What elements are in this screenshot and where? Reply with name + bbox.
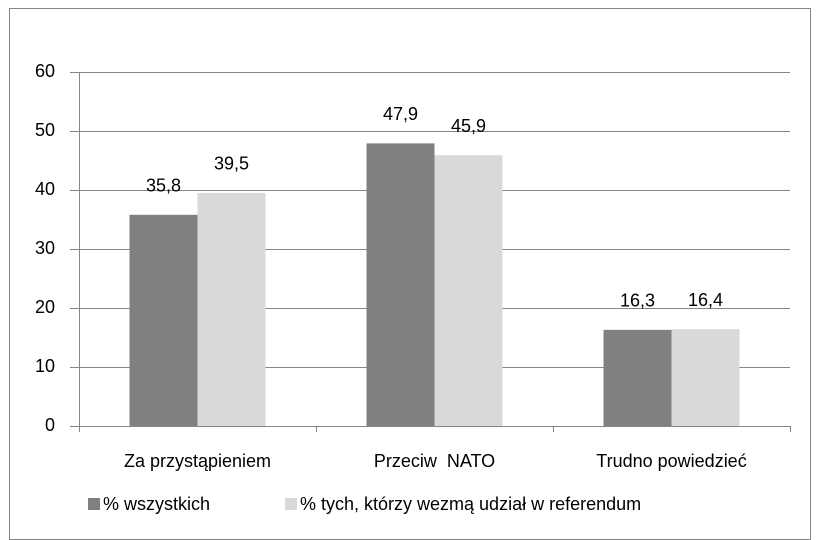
value-label: 35,8 <box>146 176 181 196</box>
bar <box>129 214 198 426</box>
x-tick-label: Za przystąpieniem <box>124 451 271 471</box>
y-tick-label: 30 <box>35 238 55 258</box>
bar <box>671 329 740 426</box>
x-tick-label: Przeciw NATO <box>374 451 495 471</box>
value-label: 39,5 <box>214 154 249 174</box>
y-tick-label: 20 <box>35 297 55 317</box>
bar <box>603 329 672 426</box>
legend-label: % tych, którzy wezmą udział w referendum <box>300 494 641 514</box>
value-label: 16,3 <box>620 291 655 311</box>
bar <box>366 143 435 426</box>
y-tick-label: 60 <box>35 61 55 81</box>
y-tick-label: 0 <box>45 415 55 435</box>
y-tick-label: 10 <box>35 356 55 376</box>
value-label: 45,9 <box>451 116 486 136</box>
value-label: 16,4 <box>688 290 723 310</box>
legend-swatch <box>285 498 297 510</box>
value-label: 47,9 <box>383 104 418 124</box>
legend-swatch <box>88 498 100 510</box>
bar <box>197 192 266 426</box>
bar <box>434 155 503 426</box>
y-tick-label: 50 <box>35 120 55 140</box>
y-tick-label: 40 <box>35 179 55 199</box>
x-tick-label: Trudno powiedzieć <box>596 451 746 471</box>
legend-label: % wszystkich <box>103 494 210 514</box>
